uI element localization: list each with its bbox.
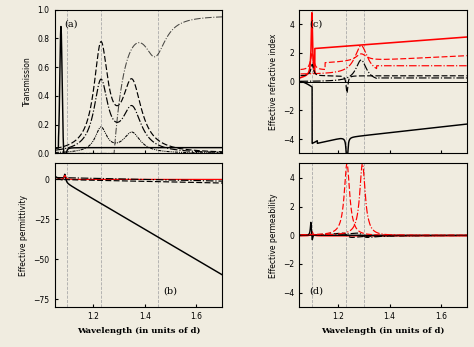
Text: (a): (a) [64, 20, 78, 29]
Y-axis label: Transmission: Transmission [23, 57, 32, 107]
Text: (b): (b) [164, 287, 177, 296]
Text: (d): (d) [310, 287, 323, 296]
X-axis label: Wavelength (in units of d): Wavelength (in units of d) [77, 327, 200, 335]
X-axis label: Wavelength (in units of d): Wavelength (in units of d) [321, 327, 445, 335]
Y-axis label: Effective permeability: Effective permeability [269, 193, 278, 278]
Text: (c): (c) [310, 20, 323, 29]
Y-axis label: Effective refractive index: Effective refractive index [269, 33, 278, 130]
Y-axis label: Effective permittivity: Effective permittivity [19, 195, 28, 276]
